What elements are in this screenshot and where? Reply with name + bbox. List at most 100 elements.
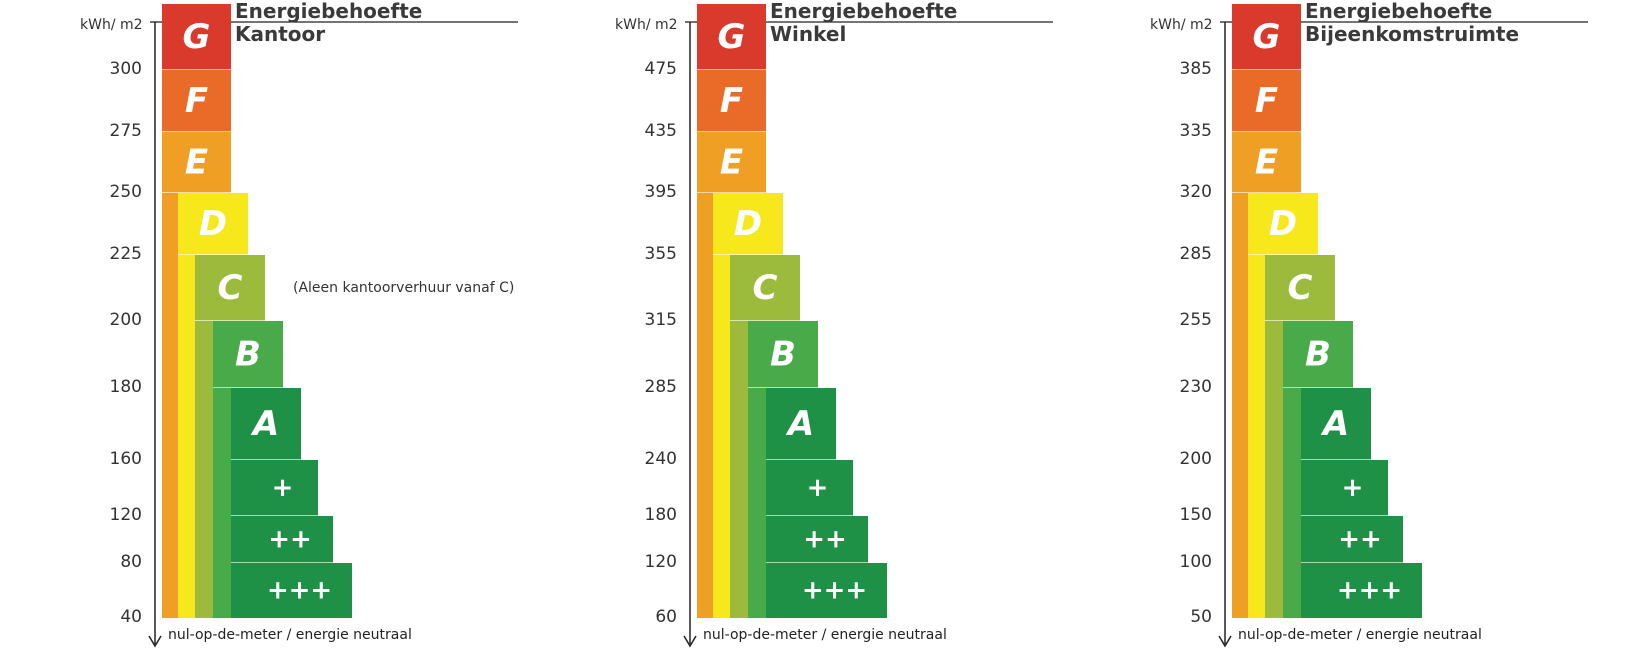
- band-strip-B: [213, 460, 231, 516]
- class-label-+++: +++: [802, 576, 867, 606]
- band-strip-E: [1232, 388, 1248, 460]
- band-strip-D: [178, 321, 195, 388]
- band-strip-E: [162, 321, 178, 388]
- tick-label: 300: [109, 59, 142, 79]
- panel-title-line1: Energiebehoefte: [235, 0, 423, 23]
- band-+: [766, 460, 853, 516]
- band-strip-C: [1265, 516, 1283, 563]
- band-+: [1301, 460, 1388, 516]
- band-strip-B: [748, 460, 766, 516]
- band-strip-D: [713, 460, 730, 516]
- band-B: [748, 321, 818, 388]
- tick-label: 255: [1179, 310, 1212, 330]
- class-label-B: B: [770, 335, 796, 375]
- band-strip-D: [1248, 460, 1265, 516]
- tick-label: 40: [120, 607, 142, 627]
- band-strip-E: [1232, 460, 1248, 516]
- panel-note: (Aleen kantoorverhuur vanaf C): [293, 280, 515, 296]
- tick-label: 60: [655, 607, 677, 627]
- class-label-D: D: [734, 204, 762, 244]
- tick-label: 180: [109, 377, 142, 397]
- band-strip-E: [697, 460, 713, 516]
- class-label-G: G: [1253, 17, 1281, 57]
- band-strip-C: [195, 516, 213, 563]
- band-strip-D: [178, 388, 195, 460]
- band-strip-E: [1232, 193, 1248, 255]
- tick-label: 225: [109, 244, 142, 264]
- tick-label: 285: [1179, 244, 1212, 264]
- band-strip-C: [1265, 460, 1283, 516]
- class-label-E: E: [1255, 143, 1278, 183]
- class-label-E: E: [720, 143, 743, 183]
- band-strip-B: [748, 516, 766, 563]
- band-E: [1232, 132, 1301, 193]
- band-strip-E: [162, 388, 178, 460]
- class-label-+: +: [272, 473, 294, 503]
- band-++: [1301, 516, 1403, 563]
- panel-kantoor: G F E D C B A + ++ +++ kWh/ m2 Energiebehoefte Ka…: [0, 0, 520, 664]
- class-label-F: F: [1255, 81, 1278, 121]
- band-++: [766, 516, 868, 563]
- band-F: [697, 70, 766, 132]
- class-label-A: A: [1320, 404, 1349, 444]
- band-F: [162, 70, 231, 132]
- tick-label: 355: [644, 244, 677, 264]
- tick-label: 395: [644, 182, 677, 202]
- band-strip-B: [748, 563, 766, 618]
- tick-label: 385: [1179, 59, 1212, 79]
- band-strip-E: [162, 516, 178, 563]
- class-label-D: D: [1269, 204, 1297, 244]
- class-label-G: G: [718, 17, 746, 57]
- panel-title-line2: Bijeenkomstruimte: [1305, 22, 1520, 46]
- panel-title-line1: Energiebehoefte: [770, 0, 958, 23]
- band-strip-C: [195, 388, 213, 460]
- band-B: [213, 321, 283, 388]
- class-label-G: G: [183, 17, 211, 57]
- band-C: [1265, 255, 1335, 321]
- band-strip-E: [697, 193, 713, 255]
- band-strip-C: [730, 563, 748, 618]
- class-label-++: ++: [268, 525, 312, 555]
- class-label-+: +: [807, 473, 829, 503]
- class-label-+++: +++: [1337, 576, 1402, 606]
- tick-label: 250: [109, 182, 142, 202]
- tick-label: 475: [644, 59, 677, 79]
- band-++: [231, 516, 333, 563]
- unit-label: kWh/ m2: [80, 17, 143, 33]
- band-+++: [766, 563, 887, 618]
- unit-label: kWh/ m2: [1150, 17, 1213, 33]
- band-C: [730, 255, 800, 321]
- tick-label: 230: [1179, 377, 1212, 397]
- band-+++: [231, 563, 352, 618]
- band-strip-C: [730, 460, 748, 516]
- band-strip-D: [178, 516, 195, 563]
- band-strip-B: [1283, 516, 1301, 563]
- band-strip-E: [162, 563, 178, 618]
- tick-label: 120: [109, 505, 142, 525]
- tick-label: 80: [120, 552, 142, 572]
- band-strip-D: [1248, 516, 1265, 563]
- band-strip-E: [1232, 516, 1248, 563]
- band-strip-D: [713, 516, 730, 563]
- panel-bijeenkomstruimte: G F E D C B A + ++ +++ kWh/ m2 Energiebehoefte Bi…: [1070, 0, 1590, 664]
- band-strip-C: [730, 516, 748, 563]
- class-label-A: A: [785, 404, 814, 444]
- band-A: [766, 388, 836, 460]
- class-label-F: F: [720, 81, 743, 121]
- band-D: [713, 193, 783, 255]
- band-strip-C: [1265, 388, 1283, 460]
- band-E: [697, 132, 766, 193]
- band-strip-B: [1283, 460, 1301, 516]
- band-strip-C: [1265, 563, 1283, 618]
- band-G: [1232, 4, 1301, 70]
- tick-label: 180: [644, 505, 677, 525]
- panel-title-line2: Winkel: [770, 22, 847, 46]
- band-strip-D: [713, 388, 730, 460]
- band-strip-D: [713, 255, 730, 321]
- band-A: [1301, 388, 1371, 460]
- band-strip-D: [713, 321, 730, 388]
- band-strip-B: [748, 388, 766, 460]
